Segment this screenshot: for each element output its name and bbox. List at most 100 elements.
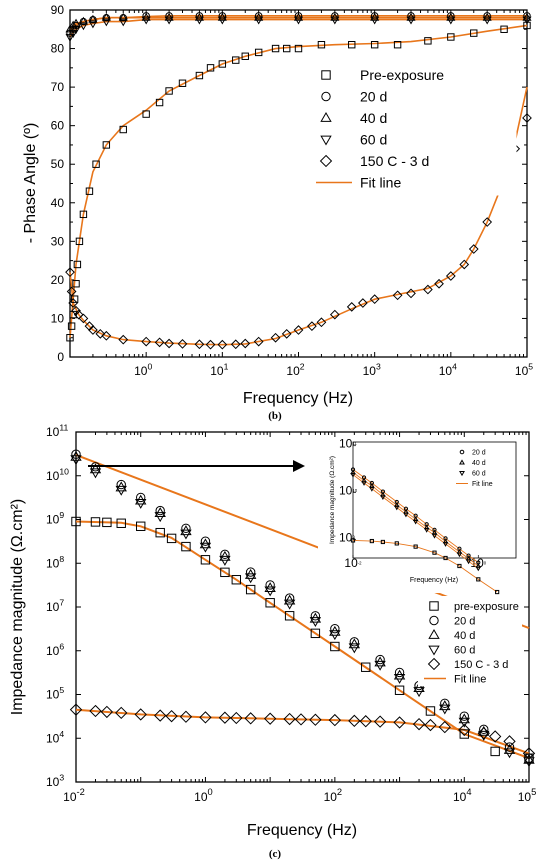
data-point [522,747,536,760]
data-point [136,521,146,531]
inset-data-point [495,589,500,595]
data-point [254,48,263,57]
data-point [459,729,469,739]
fit-line [69,16,527,30]
data-point [265,598,275,608]
data-point [459,259,470,270]
data-point [349,637,360,647]
data-markers [69,449,536,768]
inset-fit-line [352,471,479,567]
data-point [359,715,372,728]
y-tick-label: 105 [46,685,64,701]
inset-fit-line [352,474,479,569]
data-point [65,33,75,42]
data-point [331,12,339,20]
data-point [71,516,81,527]
data-point [458,717,470,728]
x-tick-label: 102 [286,362,304,378]
data-point [293,16,304,25]
data-point [181,523,191,533]
inset-legend-label: 40 d [472,460,486,467]
y-tick-label: 1010 [46,466,69,482]
data-point [240,338,251,349]
legend-label: 40 d [454,630,475,642]
data-point [406,288,416,299]
y-tick-label: 108 [46,554,64,570]
inset-data-point [431,529,438,535]
fit-line [69,24,528,338]
inset-data-point [394,505,400,511]
data-point [503,735,516,748]
data-point [101,330,112,341]
data-point [68,298,79,308]
data-point [71,18,81,27]
data-point [154,512,166,523]
y-tick-label: 20 [51,273,65,287]
data-point [412,717,426,731]
data-point [164,338,174,349]
data-point [220,549,230,560]
data-point [245,567,256,577]
data-point [425,706,436,716]
data-point [217,16,227,25]
data-point [523,21,531,30]
data-point [245,584,256,595]
data-point [115,485,127,496]
inset-legend-box [452,447,512,495]
data-point [101,18,111,27]
data-point [78,16,88,25]
inset-data-point [350,538,356,543]
data-point [154,709,167,722]
data-point [205,339,216,350]
legend-marker [320,111,332,122]
inset-frame [352,441,517,559]
caption-c: (c) [269,848,282,860]
data-point [254,12,263,20]
data-point [309,713,322,726]
data-point [309,617,322,627]
data-point [180,529,192,540]
x-tick-label: 105 [518,787,537,804]
x-axis-title: Frequency (Hz) [247,822,357,839]
data-point [217,339,228,350]
data-point [482,217,493,227]
inset-data-point [442,542,449,547]
data-point [361,662,371,672]
data-point [438,720,451,734]
data-point [118,18,128,27]
data-point [90,517,101,527]
axis-ticks [69,9,528,358]
inset-data-point [369,487,375,492]
inset-x-axis-title: Frequency (Hz) [410,577,458,584]
data-point [270,332,281,343]
data-point [271,44,280,53]
data-point [283,599,296,610]
data-point [329,309,340,320]
legend-label: 60 d [454,645,475,657]
data-point [265,580,275,590]
data-point [392,290,403,301]
fit-line [75,708,530,755]
data-point [66,286,77,297]
data-point [393,41,402,49]
y-tick-label: 104 [46,729,64,745]
data-point [470,29,478,37]
data-point [477,727,490,740]
data-point [75,237,84,246]
data-point [230,339,241,350]
legend-box [418,596,522,686]
legend-marker [427,657,441,671]
y-tick-label: 40 [51,196,65,210]
data-point [179,710,193,723]
data-point [459,711,469,721]
x-tick-label: 105 [515,362,533,378]
data-point [348,714,361,728]
inset-data-point [443,555,448,561]
data-point [118,334,129,345]
data-point [253,336,264,347]
data-point [232,56,240,64]
data-point [281,328,292,339]
inset-data-point [394,541,399,546]
legend-label: 60 d [360,132,387,148]
data-point [393,674,406,684]
